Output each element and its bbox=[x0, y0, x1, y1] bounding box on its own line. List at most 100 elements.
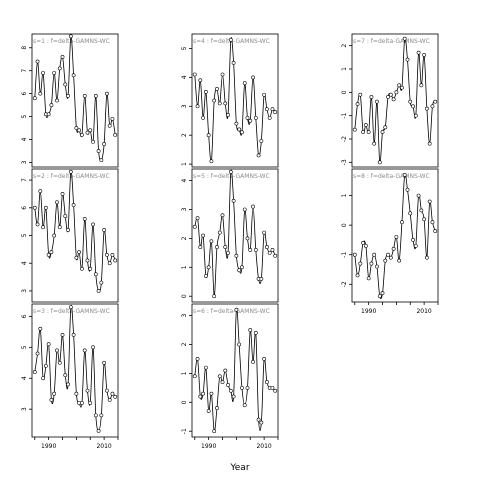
data-point bbox=[96, 149, 101, 153]
data-point bbox=[203, 274, 208, 278]
data-point bbox=[60, 333, 65, 337]
data-point bbox=[60, 55, 65, 59]
data-point bbox=[388, 255, 393, 260]
data-point bbox=[383, 125, 388, 130]
y-tick-label: 2 bbox=[181, 342, 188, 346]
data-point bbox=[265, 380, 269, 384]
data-point bbox=[366, 276, 371, 281]
y-tick-label: -2 bbox=[341, 136, 348, 142]
data-point bbox=[234, 253, 239, 258]
data-point bbox=[102, 360, 107, 365]
data-point bbox=[242, 403, 247, 408]
data-point bbox=[82, 216, 87, 221]
data-point bbox=[88, 266, 93, 271]
data-point bbox=[361, 240, 365, 245]
data-point bbox=[107, 397, 112, 402]
x-tick-label: 1990 bbox=[201, 443, 216, 450]
data-point bbox=[375, 264, 379, 269]
data-point bbox=[267, 115, 272, 120]
panel-strip-label: s=2 : f=delta-GAMNS-WC bbox=[33, 173, 110, 180]
data-point bbox=[80, 266, 84, 271]
data-point bbox=[99, 158, 104, 163]
data-point bbox=[355, 102, 360, 106]
data-point bbox=[226, 383, 230, 387]
y-tick-label: 5 bbox=[181, 46, 188, 50]
data-point bbox=[358, 261, 363, 266]
data-point bbox=[212, 98, 217, 103]
data-point bbox=[217, 230, 222, 235]
y-tick-label: 6 bbox=[21, 206, 28, 210]
data-point bbox=[102, 228, 107, 232]
data-point bbox=[198, 78, 203, 83]
data-point bbox=[220, 213, 225, 218]
data-point bbox=[38, 189, 43, 194]
data-point bbox=[41, 225, 45, 230]
data-point bbox=[68, 305, 73, 309]
data-point bbox=[413, 113, 418, 118]
data-point bbox=[110, 116, 115, 121]
panel-strip-label: s=8 : f=delta-GAMNS-WC bbox=[353, 173, 430, 180]
data-point bbox=[195, 216, 200, 221]
y-tick-label: 1 bbox=[181, 265, 188, 269]
data-point bbox=[242, 207, 247, 212]
data-point bbox=[209, 239, 214, 244]
panel-frame bbox=[31, 33, 119, 168]
y-tick-label: 2 bbox=[341, 44, 348, 48]
data-point bbox=[110, 391, 115, 396]
data-point bbox=[63, 82, 68, 87]
data-point bbox=[270, 248, 275, 252]
y-tick-label: 3 bbox=[181, 313, 188, 317]
data-point bbox=[38, 91, 43, 96]
data-point bbox=[253, 248, 258, 252]
panel-frame bbox=[191, 33, 279, 168]
series-line bbox=[194, 37, 276, 163]
data-point bbox=[85, 388, 90, 393]
data-point bbox=[110, 252, 115, 257]
data-point bbox=[369, 261, 374, 266]
data-point bbox=[93, 413, 98, 418]
data-point bbox=[259, 276, 264, 281]
data-point bbox=[35, 59, 40, 64]
data-point bbox=[408, 99, 413, 104]
data-point bbox=[259, 139, 264, 143]
data-point bbox=[35, 222, 40, 227]
series-line bbox=[34, 35, 116, 162]
data-point bbox=[43, 363, 48, 368]
data-point bbox=[253, 115, 258, 120]
data-point bbox=[391, 97, 396, 102]
data-point bbox=[237, 268, 242, 273]
data-point bbox=[192, 374, 197, 379]
data-point bbox=[270, 107, 275, 112]
data-point bbox=[107, 123, 112, 128]
x-tick-label: 1990 bbox=[41, 443, 56, 450]
data-point bbox=[35, 351, 40, 356]
data-point bbox=[433, 229, 438, 233]
data-point bbox=[380, 130, 385, 134]
data-point bbox=[355, 273, 360, 278]
x-tick-label: 1990 bbox=[361, 308, 376, 315]
y-tick-label: 3 bbox=[21, 407, 28, 411]
data-point bbox=[74, 126, 79, 130]
data-point bbox=[251, 75, 255, 80]
data-point bbox=[212, 429, 217, 434]
data-point bbox=[248, 248, 253, 252]
data-point bbox=[358, 92, 363, 97]
y-tick-label: 4 bbox=[21, 137, 28, 141]
data-point bbox=[41, 376, 45, 381]
data-point bbox=[52, 391, 57, 396]
data-point bbox=[217, 101, 222, 106]
x-tick-label: 2010 bbox=[256, 443, 271, 450]
data-point bbox=[416, 193, 421, 198]
data-point bbox=[402, 36, 407, 41]
data-point bbox=[63, 373, 68, 378]
data-point bbox=[363, 123, 368, 127]
data-point bbox=[99, 280, 104, 285]
data-point bbox=[262, 92, 267, 97]
data-point bbox=[206, 409, 211, 413]
data-point bbox=[93, 272, 98, 277]
data-point bbox=[55, 200, 59, 205]
data-point bbox=[195, 357, 200, 361]
data-point bbox=[226, 250, 230, 255]
data-point bbox=[52, 233, 57, 238]
data-point bbox=[397, 83, 402, 88]
